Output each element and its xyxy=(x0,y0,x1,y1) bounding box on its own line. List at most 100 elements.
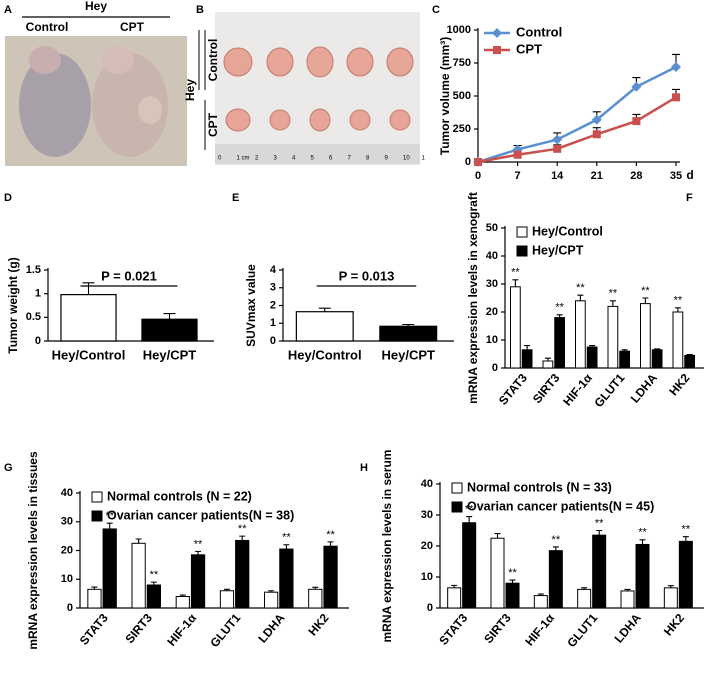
legend-swatch xyxy=(516,226,528,238)
error-bar xyxy=(106,522,113,529)
significance: ** xyxy=(555,302,564,314)
x-tick-label: SIRT3 xyxy=(122,611,155,646)
ruler xyxy=(215,144,420,164)
point xyxy=(513,150,522,159)
x-tick-label: HK2 xyxy=(661,611,687,639)
y-axis-label: Tumor volume (mm³) xyxy=(438,37,452,155)
point xyxy=(632,117,641,126)
y-axis-label: Tumor weight (g) xyxy=(6,257,20,353)
y-tick-label: 20 xyxy=(421,540,433,552)
ruler-label: 7 xyxy=(348,156,352,162)
bar xyxy=(235,539,250,609)
error-bar xyxy=(524,345,531,350)
y-tick-label: 30 xyxy=(421,509,433,521)
error-bar xyxy=(466,516,473,523)
mouse xyxy=(92,53,168,157)
x-tick-label: Hey/CPT xyxy=(143,347,197,362)
panel-label: C xyxy=(432,4,440,16)
y-tick-label: 0 xyxy=(465,156,471,168)
bar xyxy=(586,346,598,369)
legend-swatch xyxy=(451,482,463,494)
point xyxy=(672,93,680,102)
x-tick-label: Hey/Control xyxy=(288,347,362,362)
error-bar xyxy=(596,529,603,536)
bar xyxy=(141,318,198,342)
y-tick-label: 3 xyxy=(270,282,276,294)
x-tick-label: 0 xyxy=(475,170,481,182)
y-tick-label: 2 xyxy=(270,299,276,311)
bar xyxy=(323,545,338,609)
bar xyxy=(548,550,563,609)
error-bar xyxy=(639,539,646,545)
y-tick-label: 30 xyxy=(61,516,73,528)
series-line xyxy=(477,65,677,164)
error-bar xyxy=(163,312,176,320)
tumor xyxy=(138,96,162,124)
bar xyxy=(295,311,354,342)
significance: ** xyxy=(552,534,561,546)
y-tick-label: 10 xyxy=(421,571,433,583)
y-tick-label: 0 xyxy=(35,335,41,347)
significance: ** xyxy=(674,295,683,307)
error-bar xyxy=(135,538,142,544)
ruler-label: 6 xyxy=(329,156,333,162)
x-tick-label: LDHA xyxy=(628,371,660,406)
bar xyxy=(462,522,477,609)
legend-swatch xyxy=(91,510,103,522)
legend-swatch xyxy=(91,491,103,503)
bar xyxy=(510,286,521,369)
significance: ** xyxy=(609,288,618,300)
x-tick-label: 7 xyxy=(515,170,521,182)
bar xyxy=(607,305,619,369)
bar xyxy=(131,542,146,609)
ruler-label: 9 xyxy=(385,156,389,162)
photo-background xyxy=(215,12,420,165)
bar xyxy=(554,317,565,369)
y-tick-label: 10 xyxy=(61,573,73,585)
bar xyxy=(279,548,294,609)
y-axis-label: mRNA expression levels in serum xyxy=(380,450,394,643)
x-tick-label: GLUT1 xyxy=(207,611,243,650)
x-tick-label: SIRT3 xyxy=(530,371,563,406)
bar xyxy=(490,537,505,609)
legend-swatch xyxy=(516,245,528,257)
ruler-label: 1 cm xyxy=(237,156,250,162)
point xyxy=(474,158,482,166)
y-tick-label: 20 xyxy=(61,544,73,556)
x-tick-label: GLUT1 xyxy=(564,611,600,650)
row-label: CPT xyxy=(206,112,220,137)
panel-label: D xyxy=(4,192,12,204)
y-tick-label: 10 xyxy=(486,334,498,346)
bar xyxy=(619,350,630,369)
bar xyxy=(635,543,650,609)
y-tick-label: 0.5 xyxy=(26,311,41,323)
ruler-label: 4 xyxy=(292,156,296,162)
panel-label: H xyxy=(360,462,368,474)
error-bar xyxy=(283,544,290,550)
legend-label: Ovarian cancer patients(N = 38) xyxy=(107,508,294,522)
error-bar xyxy=(642,297,649,304)
panel-label: B xyxy=(196,4,204,16)
bar xyxy=(684,354,695,369)
y-tick-label: 0 xyxy=(270,335,276,347)
ruler-label: 10 xyxy=(403,156,410,162)
y-tick-label: 1 xyxy=(270,317,276,329)
y-tick-label: 500 xyxy=(453,90,471,102)
bar xyxy=(592,534,607,609)
bar xyxy=(146,584,161,609)
column-label: CPT xyxy=(120,20,145,34)
bar xyxy=(678,540,693,609)
point xyxy=(592,130,601,139)
x-tick-label: 14 xyxy=(551,170,564,182)
point xyxy=(553,144,562,153)
row-label: Control xyxy=(206,39,220,82)
legend-swatch xyxy=(451,501,463,513)
bar xyxy=(663,587,678,609)
error-bar xyxy=(552,546,559,551)
y-tick-label: 0 xyxy=(427,602,433,614)
x-tick-label: LDHA xyxy=(612,611,644,646)
significance: ** xyxy=(682,524,691,536)
x-tick-label: HK2 xyxy=(666,371,692,399)
panel-label: F xyxy=(686,192,693,204)
ruler-label: 5 xyxy=(311,156,315,162)
